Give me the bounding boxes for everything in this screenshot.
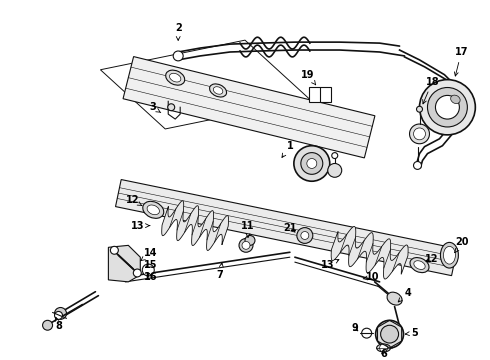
Circle shape (380, 344, 388, 352)
Ellipse shape (414, 261, 425, 269)
Ellipse shape (210, 84, 226, 97)
Ellipse shape (410, 257, 429, 273)
Ellipse shape (377, 344, 391, 352)
Circle shape (410, 124, 429, 144)
Text: 12: 12 (425, 254, 438, 264)
Circle shape (436, 95, 460, 119)
Ellipse shape (166, 70, 185, 85)
Text: 8: 8 (55, 317, 62, 331)
Circle shape (381, 325, 398, 343)
Text: 9: 9 (351, 323, 358, 333)
Circle shape (142, 264, 154, 276)
Circle shape (43, 320, 52, 330)
Text: 4: 4 (398, 288, 411, 302)
Ellipse shape (387, 292, 402, 305)
Ellipse shape (213, 87, 223, 94)
Text: 2: 2 (175, 23, 182, 40)
Text: 19: 19 (301, 70, 316, 85)
Ellipse shape (443, 246, 455, 264)
Text: 12: 12 (125, 195, 142, 206)
Ellipse shape (147, 205, 159, 215)
Text: 10: 10 (363, 272, 379, 282)
Circle shape (332, 153, 338, 158)
Circle shape (416, 106, 422, 112)
Text: 3: 3 (149, 102, 161, 113)
Circle shape (245, 235, 255, 246)
Polygon shape (123, 57, 375, 158)
Text: 15: 15 (144, 260, 157, 270)
Circle shape (242, 242, 250, 249)
Circle shape (376, 320, 404, 348)
Circle shape (414, 162, 421, 170)
Circle shape (168, 104, 175, 111)
Text: 14: 14 (141, 248, 157, 261)
Ellipse shape (441, 242, 458, 268)
Ellipse shape (143, 201, 164, 218)
Circle shape (54, 311, 63, 319)
Circle shape (362, 328, 371, 338)
Circle shape (239, 238, 253, 252)
Polygon shape (162, 201, 228, 251)
Text: 5: 5 (405, 328, 418, 338)
Circle shape (301, 231, 309, 239)
Circle shape (173, 51, 183, 61)
Circle shape (419, 80, 475, 135)
Text: 20: 20 (455, 237, 469, 253)
Polygon shape (116, 180, 457, 276)
Text: 6: 6 (380, 349, 387, 359)
Circle shape (328, 163, 342, 177)
Text: 18: 18 (423, 77, 439, 104)
Ellipse shape (451, 95, 460, 104)
Text: 21: 21 (283, 222, 296, 233)
Text: 7: 7 (217, 263, 223, 280)
Text: 16: 16 (144, 272, 157, 282)
Circle shape (294, 146, 330, 181)
Circle shape (297, 228, 313, 243)
Polygon shape (331, 226, 408, 279)
Circle shape (427, 87, 467, 127)
FancyBboxPatch shape (309, 86, 331, 102)
Ellipse shape (170, 73, 181, 82)
Circle shape (301, 153, 323, 174)
Circle shape (110, 246, 119, 254)
Text: 13: 13 (130, 221, 150, 231)
Text: 1: 1 (282, 141, 293, 157)
Text: 11: 11 (241, 221, 255, 238)
Circle shape (307, 158, 317, 168)
Polygon shape (108, 246, 140, 282)
Text: 17: 17 (454, 47, 468, 76)
Circle shape (133, 269, 141, 277)
Circle shape (414, 128, 425, 140)
Text: 13: 13 (321, 260, 339, 270)
Circle shape (54, 307, 67, 319)
